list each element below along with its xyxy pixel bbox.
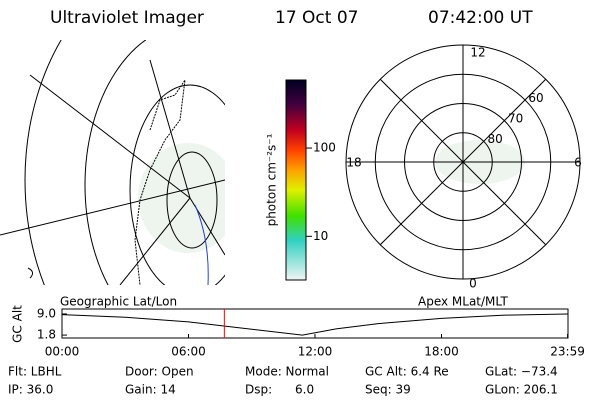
colorbar-tick-label: 10 bbox=[313, 229, 328, 243]
right-label: Apex MLat/MLT bbox=[418, 295, 508, 309]
info-field: Gain: 14 bbox=[125, 383, 176, 397]
info-field: Door: Open bbox=[125, 365, 194, 379]
colorbar-rect bbox=[285, 79, 307, 281]
colorbar: photon cm⁻²s⁻¹ bbox=[265, 79, 307, 281]
polar-mlt-label: 0 bbox=[469, 277, 477, 291]
left-label: Geographic Lat/Lon bbox=[60, 295, 177, 309]
polar-mlt-label: 6 bbox=[574, 156, 582, 170]
info-field: GC Alt: 6.4 Re bbox=[365, 365, 449, 379]
time: 07:42:00 UT bbox=[428, 8, 533, 28]
colorbar-label: photon cm⁻²s⁻¹ bbox=[265, 133, 279, 226]
altitude-line bbox=[61, 313, 568, 336]
info-field: IP: 36.0 bbox=[8, 383, 53, 397]
info-field: Mode: Normal bbox=[245, 365, 329, 379]
x-tick-label: 18:00 bbox=[424, 345, 459, 359]
polar-lat-label: 60 bbox=[528, 91, 543, 105]
instrument: Ultraviolet Imager bbox=[50, 8, 204, 28]
colorbar-tick-label: 100 bbox=[313, 141, 336, 155]
y-tick-label: 9.0 bbox=[37, 306, 56, 320]
x-tick-label: 00:00 bbox=[45, 345, 80, 359]
date: 17 Oct 07 bbox=[275, 8, 358, 28]
map bbox=[0, 40, 225, 285]
y-label: GC Alt bbox=[11, 305, 25, 343]
polar-lat-label: 70 bbox=[508, 112, 523, 126]
polar-mlt-label: 12 bbox=[470, 46, 485, 60]
x-tick-label: 23:59 bbox=[550, 345, 585, 359]
info-field: GLat: −73.4 bbox=[485, 365, 558, 379]
x-tick-label: 06:00 bbox=[171, 345, 206, 359]
info-field: Seq: 39 bbox=[365, 383, 411, 397]
polar-spoke bbox=[379, 78, 547, 246]
x-tick-label: 12:00 bbox=[298, 345, 333, 359]
y-tick-label: 1.8 bbox=[37, 328, 56, 342]
info-field: Flt: LBHL bbox=[8, 365, 62, 379]
polar-lat-label: 80 bbox=[487, 132, 502, 146]
info-field: Dsp: 6.0 bbox=[245, 383, 314, 397]
info-field: GLon: 206.1 bbox=[485, 383, 558, 397]
polar-mlt-label: 18 bbox=[346, 156, 361, 170]
